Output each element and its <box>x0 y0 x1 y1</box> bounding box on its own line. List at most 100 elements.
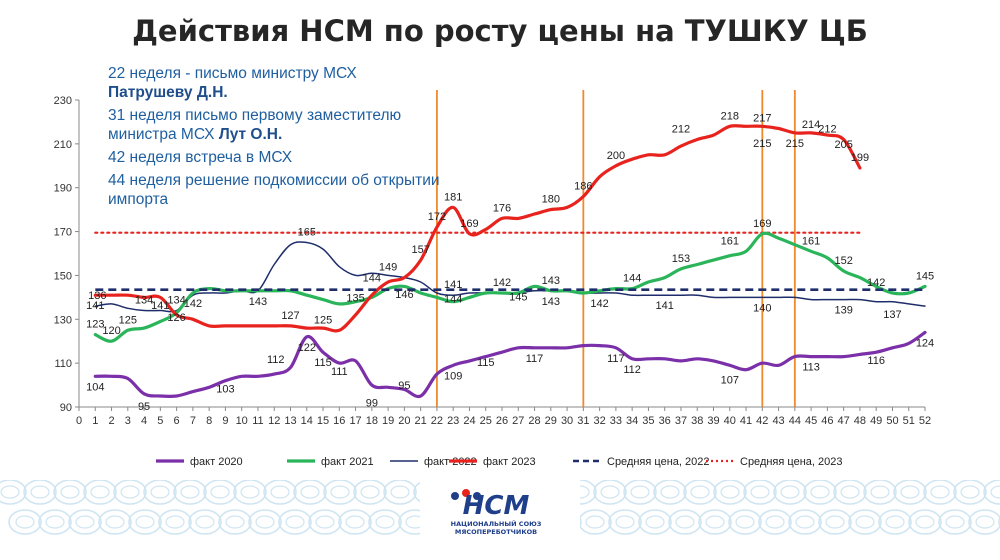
data-label: 134 <box>167 295 185 307</box>
data-label: 215 <box>786 138 804 150</box>
x-tick-label: 50 <box>886 415 898 427</box>
footer-bubble-inner <box>915 515 935 529</box>
data-label: 145 <box>916 270 934 282</box>
footer-bubble <box>113 480 147 505</box>
x-tick-label: 25 <box>480 415 492 427</box>
legend-label-avg2022: Средняя цена, 2022 <box>607 456 709 468</box>
footer-bubble-inner <box>840 485 860 499</box>
footer-bubble <box>353 480 387 505</box>
footer-bubble-inner <box>345 515 365 529</box>
data-label: 149 <box>379 262 397 274</box>
data-label: 142 <box>590 298 608 310</box>
x-tick-label: 44 <box>789 415 801 427</box>
data-label: 217 <box>753 113 771 125</box>
footer-bubble-inner <box>210 485 230 499</box>
footer-bubble <box>23 480 57 505</box>
footer-bubble <box>803 480 837 505</box>
footer-bubble-inner <box>225 515 245 529</box>
data-label: 144 <box>363 273 381 285</box>
data-label: 112 <box>623 364 641 376</box>
logo-name: НСМ <box>463 491 530 521</box>
data-label: 142 <box>184 298 202 310</box>
y-axis: 90 110 130 150 170 190 210 230 <box>54 95 80 414</box>
footer-bubble <box>773 480 807 505</box>
legend-label-avg2023: Средняя цена, 2023 <box>740 456 842 468</box>
x-tick-label: 47 <box>838 415 850 427</box>
footer-bubble-inner <box>60 485 80 499</box>
footer-bubble <box>173 480 207 505</box>
series-lines <box>93 124 927 399</box>
footer-bubble-inner <box>315 515 335 529</box>
x-tick-label: 32 <box>593 415 605 427</box>
data-label: 200 <box>607 150 625 162</box>
y-tick-label: 210 <box>54 139 72 151</box>
x-tick-label: 28 <box>528 415 540 427</box>
x-tick-label: 51 <box>903 415 915 427</box>
annotation-notes: 22 неделя - письмо министру МСХ Патрушеву… <box>108 64 448 213</box>
x-tick-label: 8 <box>206 415 212 427</box>
footer-bubble <box>668 509 702 535</box>
footer-bubble-inner <box>135 515 155 529</box>
data-label: 124 <box>916 337 934 349</box>
footer-bubble-inner <box>990 485 1000 499</box>
footer-bubble <box>833 480 867 505</box>
footer-bubble <box>623 480 657 505</box>
data-label: 186 <box>574 180 592 192</box>
footer-bubble <box>0 480 27 505</box>
data-label: 141 <box>151 300 169 312</box>
series-line-f2020 <box>93 330 927 399</box>
footer-band: НСМ НАЦИОНАЛЬНЫЙ СОЮЗ МЯСОПЕРЕБОТЧИКОВ <box>0 480 1000 560</box>
x-tick-label: 41 <box>740 415 752 427</box>
data-label: 127 <box>281 310 299 322</box>
footer-bubble-inner <box>300 485 320 499</box>
series-line-f2023 <box>93 124 862 333</box>
footer-bubble <box>998 516 1000 528</box>
footer-bubble-inner <box>960 485 980 499</box>
data-label: 95 <box>138 401 150 413</box>
data-label: 172 <box>428 211 446 223</box>
note-1: 22 неделя - письмо министру МСХ Патрушеву… <box>108 65 357 101</box>
footer-bubble-inner <box>15 515 35 529</box>
footer-bubble <box>233 480 267 505</box>
x-tick-label: 6 <box>174 415 180 427</box>
legend-label-f2020: факт 2020 <box>190 456 243 468</box>
data-label: 140 <box>753 302 771 314</box>
footer-bubble <box>983 480 1000 505</box>
x-tick-label: 46 <box>821 415 833 427</box>
y-tick-label: 110 <box>54 358 72 370</box>
x-tick-label: 49 <box>870 415 882 427</box>
data-label: 152 <box>834 255 852 267</box>
footer-bubble <box>98 509 132 535</box>
x-tick-label: 13 <box>284 415 296 427</box>
data-label: 117 <box>526 353 544 365</box>
x-tick-label: 11 <box>252 415 263 427</box>
data-label: 141 <box>86 300 104 312</box>
footer-bubble <box>83 480 117 505</box>
footer-bubble-inner <box>795 515 815 529</box>
footer-bubble-inner <box>930 485 950 499</box>
data-label: 143 <box>542 275 560 287</box>
footer-bubble <box>743 480 777 505</box>
x-tick-label: 3 <box>125 415 131 427</box>
footer-bubble <box>683 480 717 505</box>
x-tick-label: 40 <box>724 415 736 427</box>
data-label: 215 <box>753 138 771 150</box>
footer-bubble <box>608 509 642 535</box>
footer-bubble <box>638 509 672 535</box>
data-label: 212 <box>818 123 836 135</box>
note-4: 44 неделя решение подкомиссии об открыти… <box>108 172 440 208</box>
data-label: 125 <box>314 314 332 326</box>
footer-bubble-inner <box>870 485 890 499</box>
x-tick-label: 48 <box>854 415 866 427</box>
x-tick-label: 45 <box>805 415 817 427</box>
data-label: 115 <box>477 357 495 369</box>
data-label: 157 <box>411 244 429 256</box>
logo-mark-icon <box>451 489 481 500</box>
footer-bubble <box>218 509 252 535</box>
logo-line1: НАЦИОНАЛЬНЫЙ СОЮЗ <box>451 519 542 528</box>
footer-bubble-inner <box>975 515 995 529</box>
footer-bubble-inner <box>240 485 260 499</box>
x-tick-label: 42 <box>756 415 768 427</box>
x-tick-label: 16 <box>333 415 345 427</box>
